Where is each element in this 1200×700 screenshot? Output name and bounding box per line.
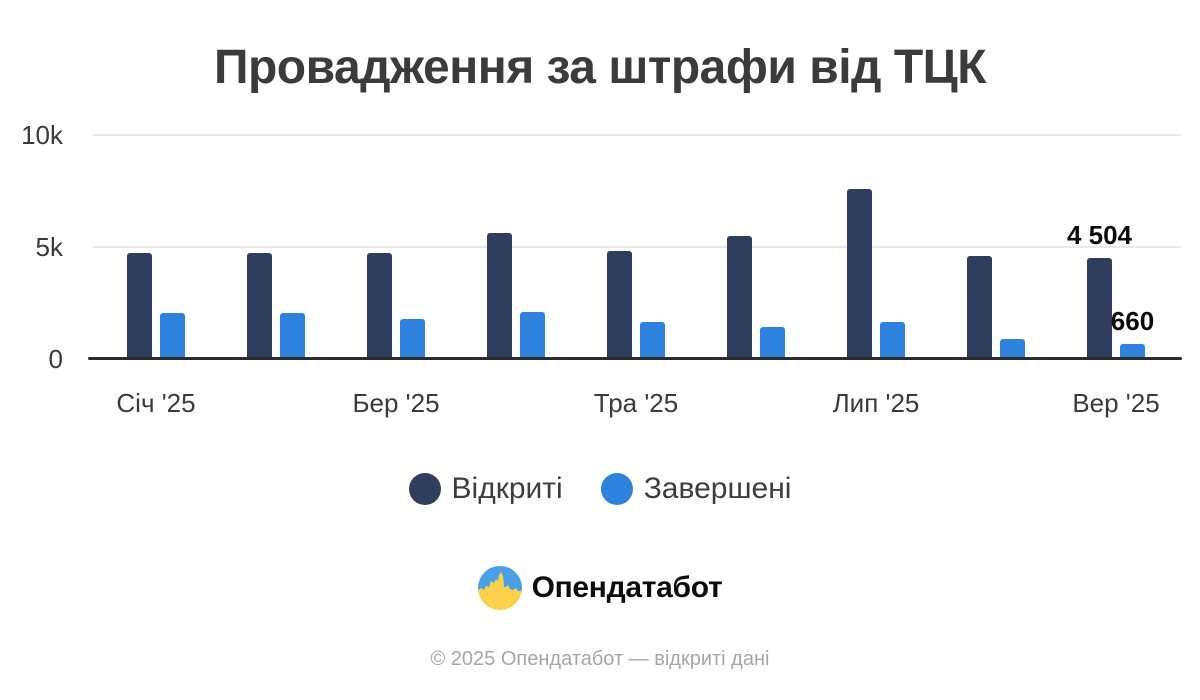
x-axis-line	[88, 357, 1182, 360]
bar-Завершені-Вер '25	[1120, 344, 1145, 359]
legend-swatch-finished	[600, 473, 633, 505]
x-axis-label-Бер '25: Бер '25	[352, 388, 440, 418]
bar-Відкриті-Лип '25	[847, 189, 872, 359]
bar-Відкриті-Тра '25	[607, 251, 632, 359]
bar-Завершені-Кві '25	[520, 312, 545, 359]
bar-Відкриті-Бер '25	[367, 253, 392, 359]
value-label-Завершені: 660	[1110, 306, 1155, 337]
x-axis-label-Вер '25: Вер '25	[1072, 388, 1160, 418]
bar-Відкриті-Чер '25	[727, 236, 752, 359]
bar-Завершені-Сер '25	[1000, 339, 1025, 359]
legend-label-open: Відкриті	[451, 472, 563, 505]
x-axis-label-Тра '25: Тра '25	[593, 388, 679, 418]
bar-Завершені-Тра '25	[640, 322, 665, 359]
bar-Відкриті-Кві '25	[487, 233, 512, 359]
legend-label-finished: Завершені	[643, 472, 792, 505]
opendatabot-logo-icon	[477, 566, 522, 610]
legend-item-finished: Завершені	[600, 472, 792, 506]
y-axis-label-5k: 5k	[35, 232, 63, 262]
bar-Завершені-Бер '25	[400, 319, 425, 359]
x-axis-label-Лип '25: Лип '25	[832, 388, 920, 418]
y-axis-label-10k: 10k	[21, 120, 63, 150]
chart-title: Провадження за штрафи від ТЦК	[213, 41, 987, 94]
legend: Відкриті Завершені	[0, 472, 1200, 506]
x-axis-label-Січ '25: Січ '25	[116, 388, 196, 418]
legend-swatch-open	[408, 473, 441, 505]
bar-Відкриті-Січ '25	[127, 253, 152, 359]
bar-Завершені-Лют '25	[280, 313, 305, 359]
bar-Відкриті-Вер '25	[1087, 258, 1112, 359]
y-axis-label-0: 0	[48, 344, 63, 374]
value-label-Відкриті: 4 504	[1066, 220, 1133, 251]
gridline-5k	[93, 246, 1181, 248]
bar-Завершені-Січ '25	[160, 313, 185, 359]
footer-text: © 2025 Опендатабот — відкриті дані	[430, 648, 770, 670]
legend-item-open: Відкриті	[408, 472, 563, 506]
branding: Опендатабот	[0, 566, 1200, 610]
bar-Відкриті-Лют '25	[247, 253, 272, 359]
logo-text: Опендатабот	[531, 571, 723, 604]
bar-Відкриті-Сер '25	[967, 256, 992, 359]
bar-Завершені-Чер '25	[760, 327, 785, 359]
plot-area	[93, 134, 1181, 359]
bar-Завершені-Лип '25	[880, 322, 905, 359]
gridline-10k	[93, 134, 1181, 136]
